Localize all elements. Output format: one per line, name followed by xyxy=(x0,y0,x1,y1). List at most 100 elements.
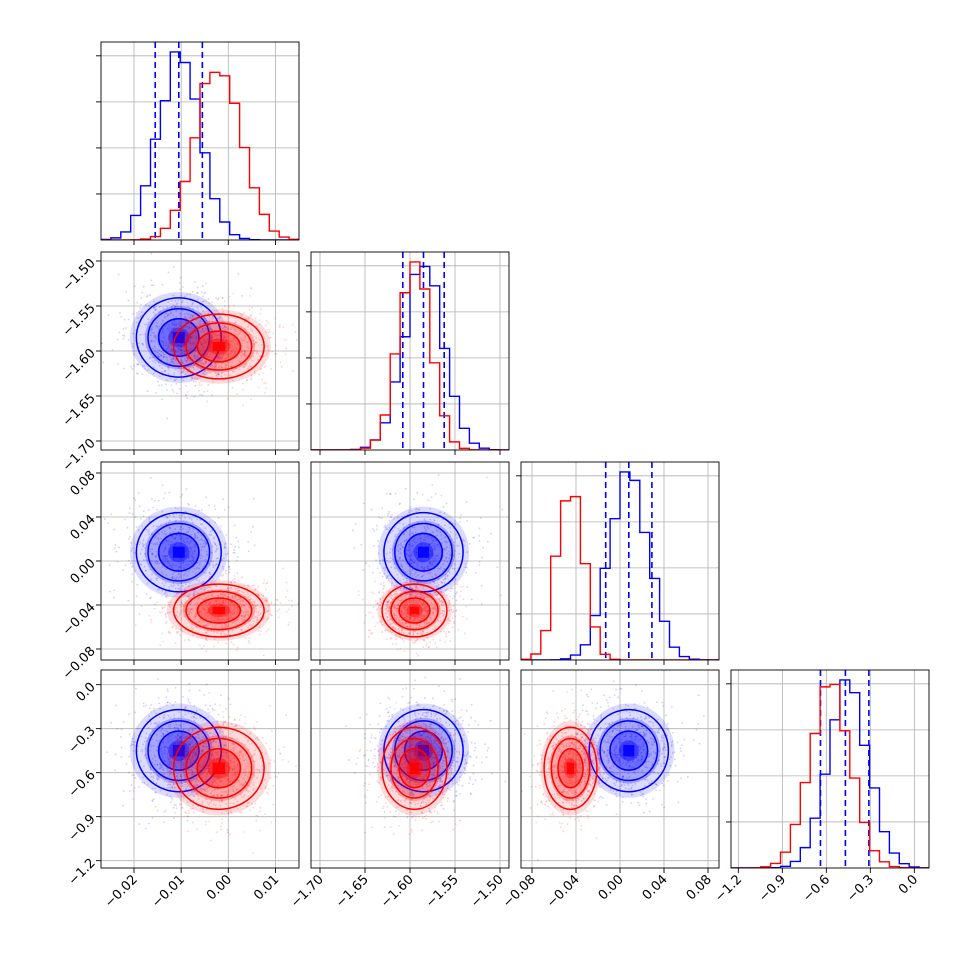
scatter-point xyxy=(153,335,156,338)
scatter-point xyxy=(419,560,422,563)
scatter-point xyxy=(149,550,152,553)
scatter-point xyxy=(215,351,218,353)
scatter-point xyxy=(122,337,125,340)
scatter-point xyxy=(181,301,184,304)
scatter-point xyxy=(181,352,184,354)
scatter-point xyxy=(214,352,217,355)
scatter-point xyxy=(155,338,158,341)
scatter-point xyxy=(187,700,190,702)
scatter-point xyxy=(446,560,449,563)
scatter-point xyxy=(171,388,174,391)
scatter-point xyxy=(208,504,210,507)
scatter-point xyxy=(206,553,208,556)
scatter-point xyxy=(185,564,188,567)
scatter-point xyxy=(204,704,207,707)
scatter-point xyxy=(382,567,385,570)
scatter-point xyxy=(393,517,395,520)
scatter-point xyxy=(367,636,370,638)
scatter-point xyxy=(253,343,256,345)
scatter-point xyxy=(205,360,208,363)
scatter-point xyxy=(173,304,176,307)
scatter-point xyxy=(128,713,131,715)
scatter-point xyxy=(229,703,232,706)
scatter-point xyxy=(205,560,208,563)
scatter-point xyxy=(247,620,250,622)
scatter-point xyxy=(414,595,417,598)
scatter-point xyxy=(186,608,189,611)
scatter-point xyxy=(133,353,135,356)
scatter-point xyxy=(164,316,167,319)
scatter-point xyxy=(232,604,235,606)
scatter-point xyxy=(142,559,145,561)
scatter-point xyxy=(353,547,356,549)
scatter-point xyxy=(144,543,147,546)
scatter-point xyxy=(445,502,448,505)
scatter-point xyxy=(214,703,217,706)
scatter-point xyxy=(422,646,425,648)
scatter-point xyxy=(194,612,197,614)
scatter-point xyxy=(203,608,206,610)
scatter-point xyxy=(449,596,452,598)
scatter-point xyxy=(224,569,227,572)
scatter-point xyxy=(250,365,252,368)
scatter-point xyxy=(149,294,152,297)
scatter-point xyxy=(442,618,445,621)
scatter-point xyxy=(172,806,175,809)
scatter-point xyxy=(243,585,246,587)
scatter-point xyxy=(247,596,250,598)
scatter-point xyxy=(251,359,254,362)
scatter-point xyxy=(127,599,130,602)
scatter-point xyxy=(446,541,448,544)
scatter-point xyxy=(107,522,110,524)
scatter-point xyxy=(176,616,179,619)
scatter-point xyxy=(405,552,408,555)
scatter-point xyxy=(226,327,229,330)
scatter-point xyxy=(247,367,249,370)
scatter-point xyxy=(205,636,208,639)
scatter-point xyxy=(205,541,207,544)
scatter-point xyxy=(269,748,272,750)
scatter-point xyxy=(187,613,190,616)
scatter-point xyxy=(185,626,188,629)
scatter-point xyxy=(205,496,208,499)
scatter-point xyxy=(244,335,247,337)
scatter-point xyxy=(141,373,144,375)
scatter-point xyxy=(228,618,231,620)
scatter-point xyxy=(167,367,170,370)
scatter-point xyxy=(224,600,227,603)
scatter-point xyxy=(200,615,203,617)
scatter-point xyxy=(434,560,437,563)
scatter-point xyxy=(451,617,454,619)
scatter-point xyxy=(258,319,261,322)
scatter-point xyxy=(154,359,156,362)
scatter-point xyxy=(120,756,123,758)
scatter-point xyxy=(140,563,143,566)
scatter-point xyxy=(239,614,242,617)
scatter-point xyxy=(143,333,146,336)
scatter-point xyxy=(233,620,236,622)
scatter-point xyxy=(461,615,464,618)
scatter-point xyxy=(134,499,137,501)
scatter-point xyxy=(166,596,168,598)
scatter-point xyxy=(235,367,237,370)
scatter-point xyxy=(127,771,130,774)
scatter-point xyxy=(407,523,410,526)
scatter-point xyxy=(167,521,170,524)
scatter-point xyxy=(179,634,181,636)
scatter-point xyxy=(254,349,257,352)
scatter-point xyxy=(201,285,204,288)
scatter-point xyxy=(407,554,410,557)
scatter-point xyxy=(228,374,231,376)
scatter-point xyxy=(435,554,437,557)
scatter-point xyxy=(192,366,195,369)
scatter-point xyxy=(227,304,230,307)
scatter-point xyxy=(142,285,145,288)
scatter-point xyxy=(155,555,158,558)
scatter-point xyxy=(244,595,246,598)
scatter-point xyxy=(157,678,159,680)
scatter-point xyxy=(188,368,191,371)
scatter-point xyxy=(193,534,196,536)
scatter-point xyxy=(172,513,175,516)
scatter-point xyxy=(178,588,180,591)
scatter-point xyxy=(217,557,219,560)
